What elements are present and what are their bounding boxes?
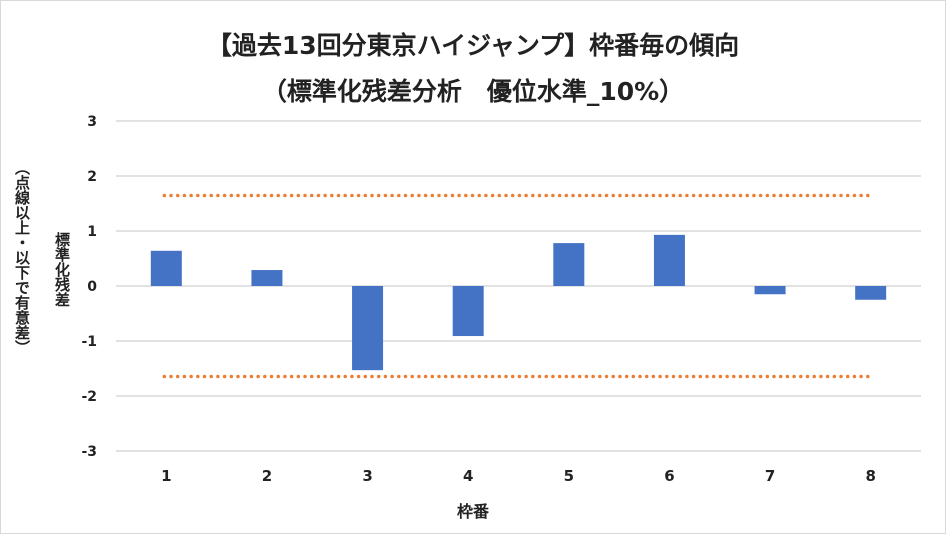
bar bbox=[251, 270, 283, 286]
bar bbox=[754, 286, 786, 295]
x-tick-label: 4 bbox=[463, 467, 473, 485]
x-tick-label: 8 bbox=[865, 467, 875, 485]
x-tick-label: 2 bbox=[262, 467, 272, 485]
y-axis-label: 標準化残差 bbox=[53, 232, 71, 307]
bar bbox=[150, 250, 182, 286]
y-tick-label: 1 bbox=[87, 224, 97, 240]
x-tick-label: 1 bbox=[161, 467, 171, 485]
chart-subtitle: （標準化残差分析 優位水準_10%） bbox=[261, 77, 685, 106]
x-tick-label: 7 bbox=[765, 467, 775, 485]
y-tick-label: -3 bbox=[81, 444, 97, 460]
x-tick-label: 3 bbox=[362, 467, 372, 485]
bar bbox=[855, 286, 887, 300]
y-axis-note: （点線以上・以下で有意差） bbox=[13, 160, 31, 355]
bar bbox=[352, 286, 384, 371]
chart-title: 【過去13回分東京ハイジャンプ】枠番毎の傾向 bbox=[206, 31, 740, 60]
x-tick-label: 5 bbox=[564, 467, 574, 485]
y-tick-label: 2 bbox=[87, 169, 97, 185]
bar bbox=[553, 243, 585, 286]
y-tick-label: 0 bbox=[87, 279, 97, 295]
bar bbox=[452, 286, 484, 337]
x-axis-label: 枠番 bbox=[456, 502, 489, 521]
x-tick-label: 6 bbox=[664, 467, 674, 485]
bar bbox=[653, 234, 685, 286]
y-tick-label: -2 bbox=[81, 389, 97, 405]
y-tick-label: 3 bbox=[87, 114, 97, 130]
y-tick-label: -1 bbox=[81, 334, 97, 350]
